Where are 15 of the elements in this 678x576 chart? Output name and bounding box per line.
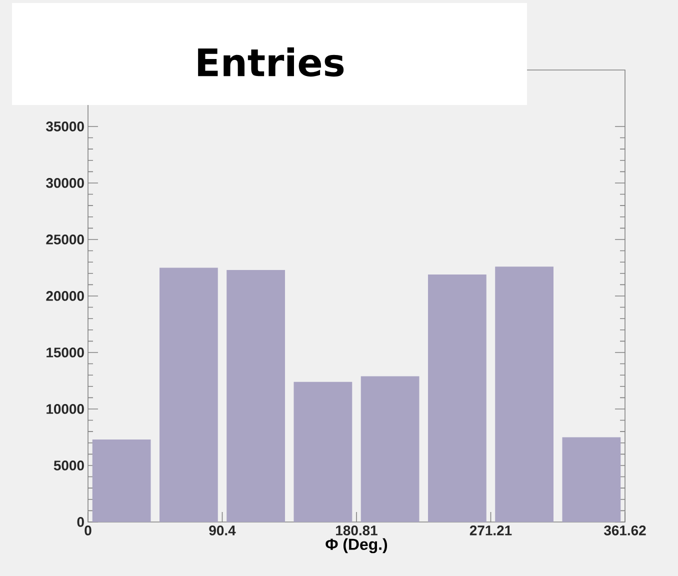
x-tick-label: 271.21 xyxy=(470,525,512,536)
y-tick-label: 25000 xyxy=(46,234,84,244)
y-tick-label: 10000 xyxy=(46,404,84,414)
x-tick-label: 180.81 xyxy=(336,525,378,536)
y-tick-label: 15000 xyxy=(46,348,84,358)
y-tick-label: 20000 xyxy=(46,291,84,301)
y-tick-label: 5000 xyxy=(54,460,84,470)
x-tick-label: 0 xyxy=(84,525,92,536)
x-axis-title: Φ (Deg.) xyxy=(326,538,388,554)
y-tick-label: 35000 xyxy=(46,122,84,132)
x-tick-label: 90.4 xyxy=(209,525,236,536)
x-tick-label: 361.62 xyxy=(604,525,646,536)
chart-title: Entries xyxy=(198,47,344,77)
y-tick-label: 30000 xyxy=(46,178,84,188)
y-tick-label: 0 xyxy=(77,517,84,527)
